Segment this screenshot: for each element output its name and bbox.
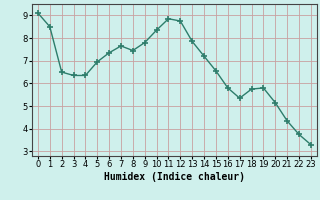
X-axis label: Humidex (Indice chaleur): Humidex (Indice chaleur): [104, 172, 245, 182]
